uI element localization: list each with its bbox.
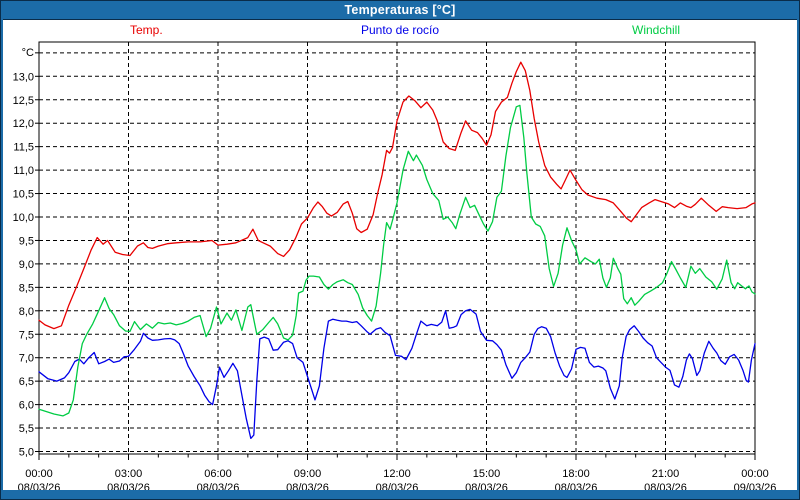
y-axis-unit: °C [22,47,34,59]
svg-text:7,0: 7,0 [19,353,34,365]
x-tick-time: 15:00 [473,468,501,480]
series-dew-point [38,308,756,440]
svg-text:11,0: 11,0 [13,165,34,177]
legend-windchill-label: Windchill [632,23,681,37]
svg-text:9,5: 9,5 [19,235,34,247]
svg-text:10,0: 10,0 [13,212,34,224]
svg-text:12,5: 12,5 [13,95,34,107]
svg-text:9,0: 9,0 [19,259,34,271]
svg-text:6,0: 6,0 [19,400,34,412]
svg-text:12,0: 12,0 [13,118,34,130]
svg-text:5,0: 5,0 [19,447,34,459]
x-tick-time: 09:00 [294,468,322,480]
window-frame-left [0,19,3,490]
x-tick-time: 03:00 [115,468,143,480]
x-tick-time: 00:00 [741,468,769,480]
axis-ticks [35,52,756,460]
svg-text:6,5: 6,5 [19,376,34,388]
plot-border [38,41,756,455]
window-title: Temperaturas [°C] [344,2,456,17]
svg-text:7,5: 7,5 [19,329,34,341]
window-frame-bottom [0,490,800,500]
title-bar: Temperaturas [°C] [0,0,800,20]
window-frame-right [797,19,800,490]
svg-text:8,0: 8,0 [19,306,34,318]
x-tick-time: 00:00 [25,468,53,480]
gridlines [39,42,755,454]
svg-text:13,0: 13,0 [13,71,34,83]
series-windchill [38,104,756,417]
legend-temp-label: Temp. [130,23,163,37]
x-tick-time: 21:00 [652,468,680,480]
x-tick-time: 06:00 [204,468,232,480]
y-axis-labels: 5,0 5,5 6,0 6,5 7,0 7,5 8,0 8,5 9,0 9,5 10,0 10,5 11… [13,47,34,459]
legend-dew-point-label: Punto de rocío [360,23,440,37]
svg-text:5,5: 5,5 [19,423,34,435]
svg-text:8,5: 8,5 [19,282,34,294]
x-tick-time: 18:00 [562,468,590,480]
svg-text:11,5: 11,5 [13,142,34,154]
svg-text:10,5: 10,5 [13,189,34,201]
series-temp [38,61,756,330]
x-tick-time: 12:00 [383,468,411,480]
